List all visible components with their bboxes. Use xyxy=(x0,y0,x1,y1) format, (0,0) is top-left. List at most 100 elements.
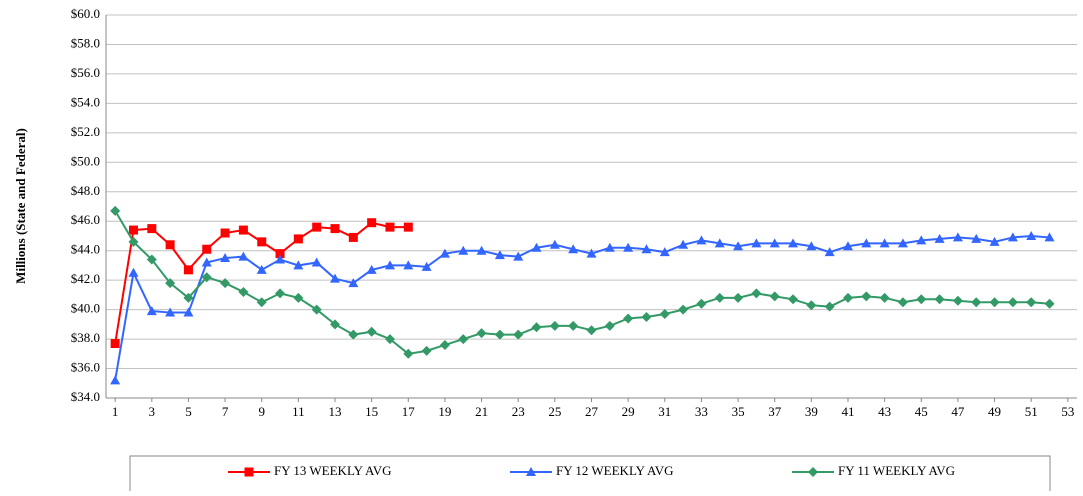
marker xyxy=(641,311,652,322)
marker xyxy=(384,260,395,270)
y-tick-label: $42.0 xyxy=(71,271,100,286)
marker xyxy=(458,334,469,345)
marker xyxy=(293,292,304,303)
legend-box xyxy=(129,455,1051,496)
marker xyxy=(366,326,377,337)
marker xyxy=(531,242,542,252)
marker xyxy=(275,288,286,299)
y-tick-label: $56.0 xyxy=(71,65,100,80)
marker xyxy=(330,224,340,234)
marker xyxy=(275,254,286,264)
marker xyxy=(696,298,707,309)
marker xyxy=(971,233,982,243)
y-tick-label: $40.0 xyxy=(71,301,100,316)
marker xyxy=(1044,232,1055,242)
marker xyxy=(1026,297,1037,308)
marker xyxy=(769,238,780,248)
marker xyxy=(147,224,157,234)
marker xyxy=(385,222,395,232)
marker xyxy=(110,338,120,348)
marker xyxy=(256,297,267,308)
marker xyxy=(897,297,908,308)
x-tick-label: 5 xyxy=(185,404,192,419)
marker xyxy=(384,334,395,345)
marker xyxy=(293,260,304,270)
y-tick-label: $54.0 xyxy=(71,94,100,109)
y-tick-label: $50.0 xyxy=(71,153,100,168)
y-tick-label: $36.0 xyxy=(71,360,100,375)
marker xyxy=(586,248,597,258)
marker xyxy=(165,278,176,289)
y-tick-label: $52.0 xyxy=(71,124,100,139)
y-tick-label: $60.0 xyxy=(71,6,100,21)
y-tick-label: $38.0 xyxy=(71,330,100,345)
marker xyxy=(348,278,359,288)
marker xyxy=(934,233,945,243)
marker xyxy=(751,238,762,248)
marker xyxy=(1044,298,1055,309)
x-tick-label: 21 xyxy=(475,404,488,419)
marker xyxy=(201,257,212,267)
marker xyxy=(312,222,322,232)
marker xyxy=(403,260,414,270)
marker xyxy=(513,329,524,340)
marker xyxy=(494,250,505,260)
marker xyxy=(165,307,176,317)
x-tick-label: 51 xyxy=(1025,404,1038,419)
marker xyxy=(244,467,254,477)
marker xyxy=(808,467,818,477)
x-tick-label: 29 xyxy=(622,404,635,419)
marker xyxy=(367,218,377,228)
marker xyxy=(220,278,231,289)
marker xyxy=(842,292,853,303)
marker xyxy=(842,241,853,251)
marker xyxy=(952,295,963,306)
marker xyxy=(348,329,359,340)
marker xyxy=(439,248,450,258)
x-tick-label: 45 xyxy=(915,404,928,419)
marker xyxy=(861,238,872,248)
marker xyxy=(989,297,1000,308)
marker xyxy=(330,319,341,330)
marker xyxy=(604,242,615,252)
marker xyxy=(568,244,579,254)
marker xyxy=(146,306,157,316)
marker xyxy=(476,245,487,255)
legend-label: FY 13 WEEKLY AVG xyxy=(274,463,392,478)
marker xyxy=(513,251,524,261)
y-tick-label: $44.0 xyxy=(71,242,100,257)
marker xyxy=(916,235,927,245)
marker xyxy=(659,309,670,320)
marker xyxy=(494,329,505,340)
x-tick-label: 35 xyxy=(732,404,745,419)
x-tick-label: 11 xyxy=(292,404,305,419)
marker xyxy=(916,294,927,305)
marker xyxy=(769,291,780,302)
marker xyxy=(201,272,212,283)
x-tick-label: 19 xyxy=(438,404,451,419)
y-tick-label: $48.0 xyxy=(71,183,100,198)
x-tick-label: 27 xyxy=(585,404,599,419)
marker xyxy=(568,320,579,331)
marker xyxy=(526,467,536,476)
marker xyxy=(128,236,139,247)
x-tick-label: 9 xyxy=(258,404,265,419)
marker xyxy=(824,247,835,257)
x-tick-label: 37 xyxy=(768,404,782,419)
marker xyxy=(897,238,908,248)
marker xyxy=(659,247,670,257)
marker xyxy=(714,238,725,248)
marker xyxy=(1007,232,1018,242)
y-tick-label: $58.0 xyxy=(71,35,100,50)
x-tick-label: 13 xyxy=(329,404,342,419)
marker xyxy=(1026,230,1037,240)
marker xyxy=(256,264,267,274)
marker xyxy=(549,320,560,331)
marker xyxy=(989,236,1000,246)
marker xyxy=(275,249,285,259)
marker xyxy=(202,244,212,254)
series-line xyxy=(114,210,1050,355)
marker xyxy=(311,257,322,267)
marker xyxy=(421,345,432,356)
marker xyxy=(238,251,249,261)
